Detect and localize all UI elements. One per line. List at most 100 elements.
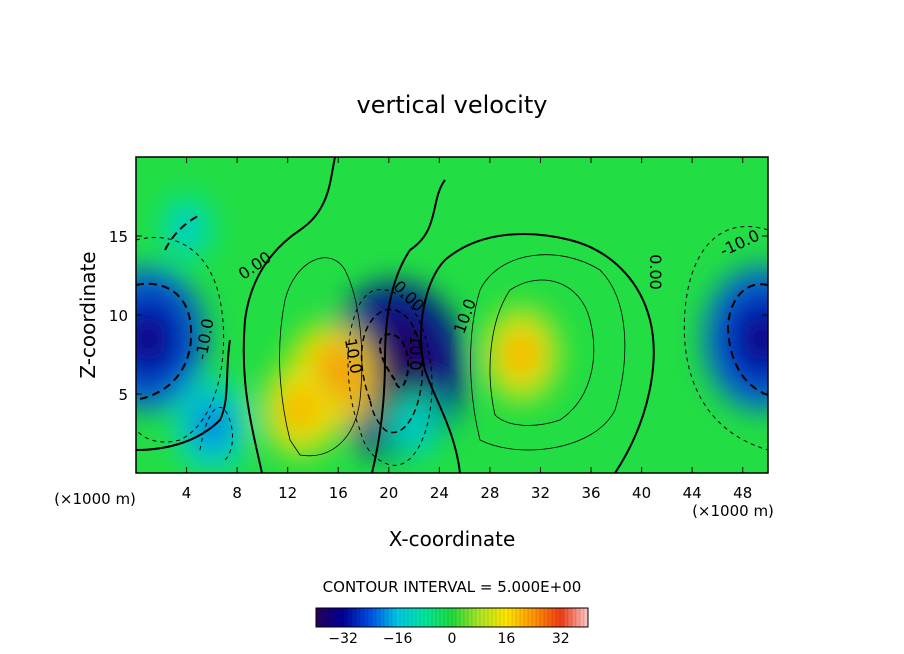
y-tick-label: 10 [109, 307, 128, 325]
colorbar-cell [536, 608, 541, 627]
colorbar-cell [436, 608, 441, 627]
x-tick-label: 4 [182, 484, 192, 502]
colorbar-cell [512, 608, 517, 627]
colorbar-cell [348, 608, 353, 627]
colorbar-cell [460, 608, 465, 627]
colorbar-cell [344, 608, 349, 627]
colorbar-cell [428, 608, 433, 627]
colorbar-cell [576, 608, 581, 627]
colorbar-cell [420, 608, 425, 627]
contour-label: -10.0 [406, 329, 425, 370]
colorbar-cell [404, 608, 409, 627]
contour-dashed-line [378, 333, 410, 389]
x-tick-label: 24 [430, 484, 449, 502]
contour-interval: CONTOUR INTERVAL = 5.000E+00 [323, 578, 582, 596]
contour-label: 0.00 [646, 254, 665, 290]
contour-dashed-line [164, 214, 201, 251]
x-tick-label: 44 [683, 484, 702, 502]
colorbar-cell [508, 608, 513, 627]
contour-dashed-line [683, 226, 768, 451]
colorbar-cell [556, 608, 561, 627]
colorbar-cell [456, 608, 461, 627]
contour-zero-line [242, 157, 336, 473]
colorbar-cell [516, 608, 521, 627]
field-blob [404, 413, 424, 438]
colorbar-cell [500, 608, 505, 627]
x-tick-label: 20 [379, 484, 398, 502]
colorbar-cell [524, 608, 529, 627]
colorbar-tick-label: 32 [552, 631, 570, 647]
colorbar-frame [315, 607, 589, 628]
colorbar-cell [412, 608, 417, 627]
contour-thin-line [279, 257, 363, 457]
colorbar-cell [572, 608, 577, 627]
colorbar-cell [548, 608, 553, 627]
plot-area: 0.00 -10.0 10.0 0.00 -10.0 10.0 0.00 -10… [135, 156, 769, 474]
colorbar-cell [416, 608, 421, 627]
colorbar-cell [564, 608, 569, 627]
colorbar-cell [400, 608, 405, 627]
colorbar-cell [528, 608, 533, 627]
colorbar-cell [492, 608, 497, 627]
field-blob [177, 216, 196, 240]
contour-dashed-line [360, 308, 424, 434]
colorbar-tick-label: −32 [328, 631, 358, 647]
colorbar-cell [408, 608, 413, 627]
contour-zero-line [420, 233, 655, 473]
colorbar-cell [384, 608, 389, 627]
contour-dashed-line [136, 282, 193, 401]
colorbar-cell [444, 608, 449, 627]
colorbar-cell [356, 608, 361, 627]
chart-title: vertical velocity [357, 91, 548, 119]
contour-zero-line [371, 179, 446, 473]
x-tick-label: 36 [581, 484, 600, 502]
colorbar-cell [584, 608, 589, 627]
y-axis-label: Z-coordinate [76, 251, 100, 378]
x-tick-label: 16 [329, 484, 348, 502]
contour-thin-line [470, 254, 626, 451]
colorbar-cell [340, 608, 345, 627]
colorbar-cell [448, 608, 453, 627]
contour-dashed-line [136, 237, 225, 443]
x-tick-label: 28 [480, 484, 499, 502]
colorbar-cell [476, 608, 481, 627]
colorbar-cell [316, 608, 321, 627]
colorbar-tick-label: 16 [497, 631, 515, 647]
colorbar-cell [560, 608, 565, 627]
contour-dashed-line [347, 289, 433, 466]
field-blob [136, 315, 168, 362]
colorbar-cell [432, 608, 437, 627]
x-tick-label: 8 [232, 484, 242, 502]
x-tick-label: 12 [278, 484, 297, 502]
colorbar-cell [540, 608, 545, 627]
colorbar-cell [504, 608, 509, 627]
contour-dashed-line [726, 283, 768, 396]
colorbar-cell [360, 608, 365, 627]
colorbar-cell [320, 608, 325, 627]
colorbar-cell [368, 608, 373, 627]
colorbar-cell [488, 608, 493, 627]
x-axis-label: X-coordinate [389, 527, 516, 551]
colorbar-cell [380, 608, 385, 627]
colorbar-cell [568, 608, 573, 627]
colorbar-cell [424, 608, 429, 627]
colorbar-cell [452, 608, 457, 627]
colorbar-cell [396, 608, 401, 627]
colorbar-cell [440, 608, 445, 627]
colorbar-cell [480, 608, 485, 627]
colorbar-cell [468, 608, 473, 627]
colorbar-tick-label: 0 [448, 631, 457, 647]
y-tick-label: 15 [109, 228, 128, 246]
colorbar-cell [544, 608, 549, 627]
colorbar-cell [364, 608, 369, 627]
colorbar-cell [324, 608, 329, 627]
colorbar-cell [352, 608, 357, 627]
field-blob [199, 410, 225, 442]
colorbar-cell [472, 608, 477, 627]
field-blob [509, 338, 534, 371]
y-tick-label: 5 [118, 386, 128, 404]
colorbar-cell [496, 608, 501, 627]
x-unit-label-right: (×1000 m) [692, 502, 774, 520]
field-blob [287, 394, 313, 426]
colorbar-cell [580, 608, 585, 627]
